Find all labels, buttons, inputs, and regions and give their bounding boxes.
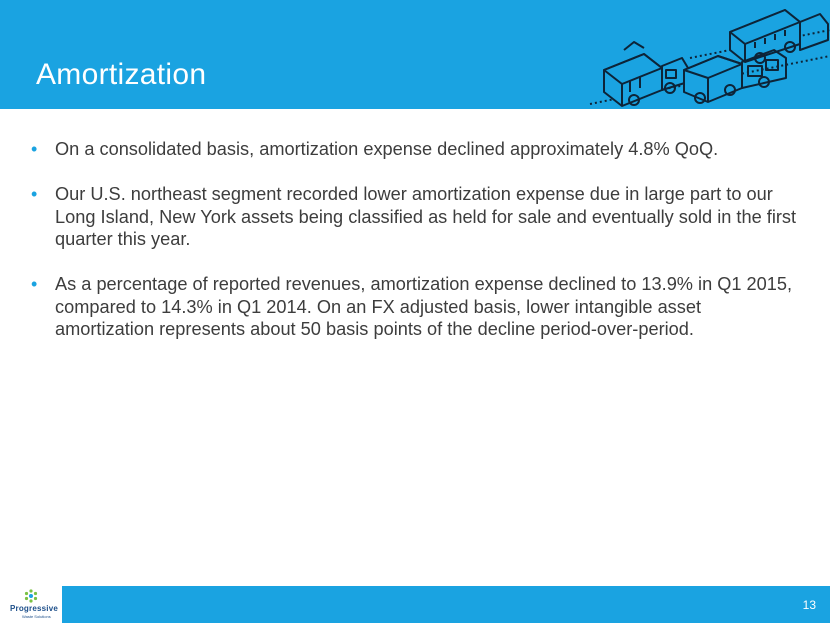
bullet-text: Our U.S. northeast segment recorded lowe… <box>55 184 797 249</box>
logo-tagline: Waste Solutions <box>22 614 51 619</box>
company-logo: Progressive Waste Solutions <box>0 586 62 623</box>
bullet-marker: • <box>31 274 38 294</box>
bullet-marker: • <box>31 184 38 204</box>
logo-mark-icon <box>24 589 38 603</box>
list-item: • As a percentage of reported revenues, … <box>31 273 801 341</box>
bullet-text: On a consolidated basis, amortization ex… <box>55 139 719 159</box>
bullet-marker: • <box>31 139 38 159</box>
page-number: 13 <box>802 598 816 612</box>
bullet-list: • On a consolidated basis, amortization … <box>31 138 801 363</box>
garbage-truck-icon <box>589 9 830 107</box>
bullet-text: As a percentage of reported revenues, am… <box>55 274 793 339</box>
logo-name: Progressive <box>10 604 59 613</box>
list-item: • Our U.S. northeast segment recorded lo… <box>31 183 801 251</box>
header-bar: Amortization <box>0 0 830 109</box>
footer-bar: Progressive Waste Solutions 13 <box>0 586 830 623</box>
list-item: • On a consolidated basis, amortization … <box>31 138 801 161</box>
slide-title: Amortization <box>36 58 207 91</box>
